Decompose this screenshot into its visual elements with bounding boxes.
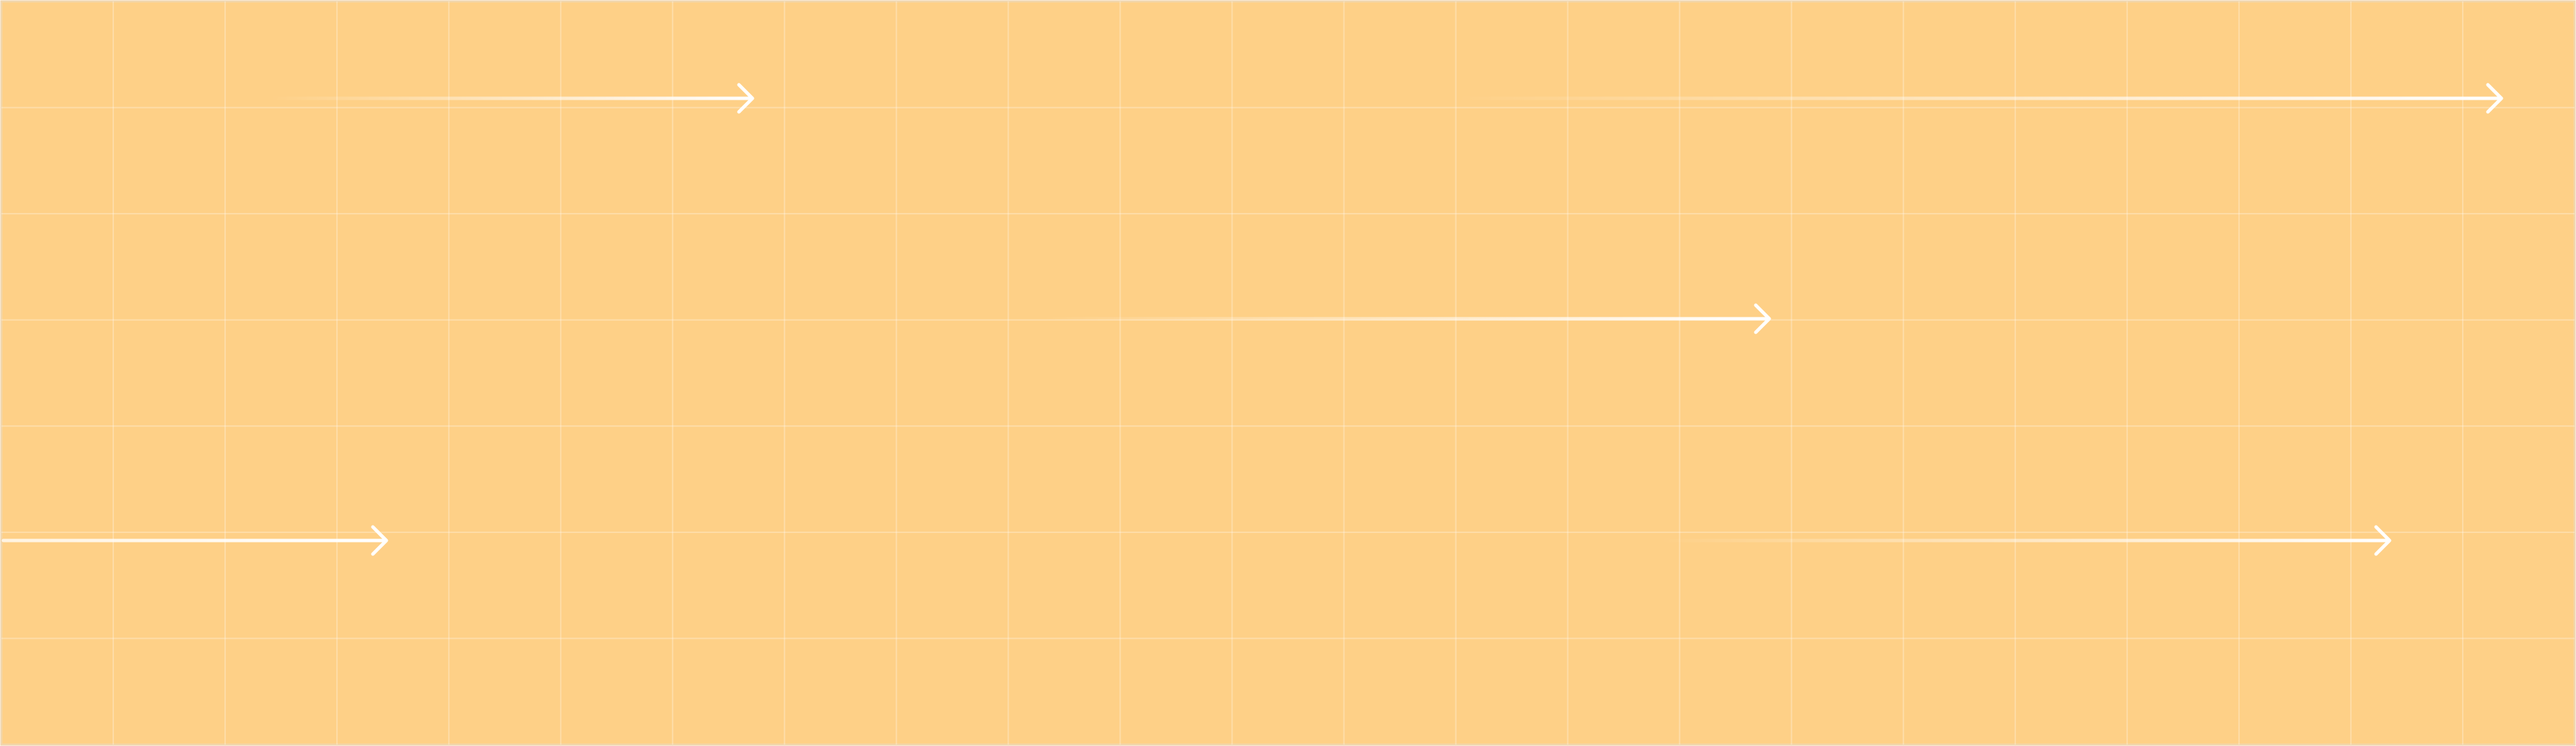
arrow-right-icon	[737, 83, 754, 114]
arrow-right-icon	[371, 525, 388, 556]
arrow-right-icon	[2374, 525, 2392, 556]
arrow-top-left	[269, 83, 754, 114]
arrow-bottom-left	[1, 525, 388, 556]
arrow-right-icon	[1754, 303, 1771, 334]
arrow-right-icon	[2486, 83, 2503, 114]
arrow-bottom-right	[1659, 525, 2392, 556]
arrow-top-right	[1455, 83, 2503, 114]
arrow-middle	[1042, 303, 1771, 334]
arrow-group	[1, 83, 2503, 556]
